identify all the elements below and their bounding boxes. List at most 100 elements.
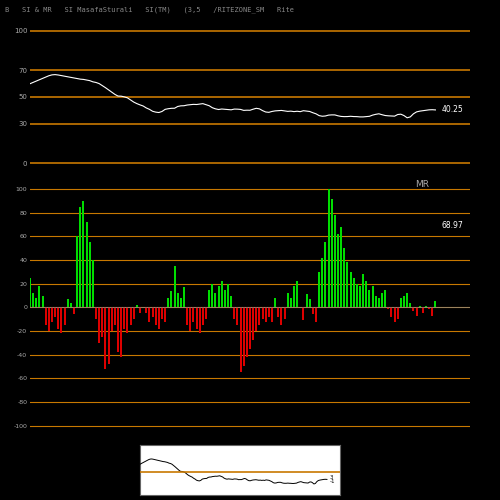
Bar	[64, 308, 66, 325]
Bar	[300, 307, 301, 308]
Bar	[268, 308, 270, 317]
Bar	[366, 282, 367, 308]
Bar	[256, 308, 257, 331]
Bar	[362, 274, 364, 308]
Bar	[214, 293, 216, 308]
Bar	[334, 215, 336, 308]
Bar	[353, 278, 354, 308]
Bar	[227, 284, 229, 308]
Bar	[45, 308, 46, 325]
Bar	[243, 308, 244, 366]
Bar	[199, 308, 200, 334]
Bar	[133, 308, 134, 319]
Bar	[60, 308, 62, 334]
Bar	[98, 308, 100, 343]
Bar	[183, 287, 185, 308]
Bar	[262, 308, 264, 319]
Bar	[375, 296, 376, 308]
Text: 40.25: 40.25	[442, 106, 464, 114]
Bar	[126, 308, 128, 334]
Bar	[190, 308, 191, 331]
Bar	[381, 293, 383, 308]
Bar	[412, 308, 414, 310]
Bar	[249, 308, 251, 348]
Bar	[136, 304, 138, 308]
Bar	[318, 272, 320, 308]
Bar	[117, 308, 119, 352]
Bar	[161, 308, 163, 319]
Bar	[164, 308, 166, 322]
Bar	[309, 298, 310, 308]
Text: MR: MR	[415, 180, 429, 188]
Bar	[174, 266, 176, 308]
Bar	[410, 304, 411, 308]
Bar	[419, 306, 420, 308]
Bar	[284, 308, 286, 319]
Bar	[70, 302, 72, 308]
Bar	[240, 308, 242, 372]
Bar	[340, 227, 342, 308]
Bar	[208, 290, 210, 308]
Bar	[322, 258, 323, 308]
Bar	[271, 308, 273, 322]
Bar	[403, 296, 405, 308]
Bar	[42, 296, 43, 308]
Bar	[148, 308, 150, 322]
Bar	[152, 308, 154, 317]
Bar	[293, 286, 295, 308]
Bar	[287, 293, 288, 308]
Bar	[180, 298, 182, 308]
Bar	[139, 308, 141, 313]
Bar	[328, 189, 330, 308]
Bar	[230, 296, 232, 308]
Bar	[218, 286, 220, 308]
Bar	[48, 308, 50, 331]
Bar	[205, 308, 207, 319]
Bar	[274, 298, 276, 308]
Bar	[278, 308, 279, 317]
Bar	[92, 260, 94, 308]
Bar	[170, 290, 172, 308]
Bar	[368, 290, 370, 308]
Bar	[221, 282, 222, 308]
Bar	[296, 282, 298, 308]
Bar	[29, 278, 31, 308]
Bar	[146, 308, 147, 313]
Bar	[425, 306, 427, 308]
Bar	[58, 308, 59, 328]
Bar	[397, 308, 398, 319]
Bar	[302, 308, 304, 320]
Bar	[372, 286, 374, 308]
Bar	[378, 298, 380, 308]
Bar	[224, 290, 226, 308]
Bar	[406, 293, 408, 308]
Text: -1: -1	[330, 478, 336, 484]
Bar	[82, 201, 84, 308]
Bar	[236, 308, 238, 325]
Bar	[120, 308, 122, 357]
Bar	[344, 248, 345, 308]
Bar	[130, 308, 132, 325]
Bar	[212, 284, 213, 308]
Bar	[102, 308, 103, 337]
Bar	[73, 308, 75, 314]
Bar	[400, 298, 402, 308]
Bar	[36, 298, 37, 308]
Bar	[202, 308, 204, 325]
Bar	[192, 308, 194, 322]
Bar	[51, 308, 53, 322]
Bar	[350, 272, 352, 308]
Text: 3: 3	[330, 476, 334, 480]
Bar	[252, 308, 254, 340]
Bar	[111, 308, 112, 331]
Bar	[114, 308, 116, 325]
Bar	[186, 308, 188, 325]
Bar	[80, 207, 81, 308]
Text: 68.97: 68.97	[442, 222, 464, 230]
Bar	[390, 308, 392, 317]
Bar	[108, 308, 110, 364]
Bar	[416, 308, 418, 316]
Bar	[394, 308, 396, 322]
Bar	[434, 302, 436, 308]
Bar	[104, 308, 106, 369]
